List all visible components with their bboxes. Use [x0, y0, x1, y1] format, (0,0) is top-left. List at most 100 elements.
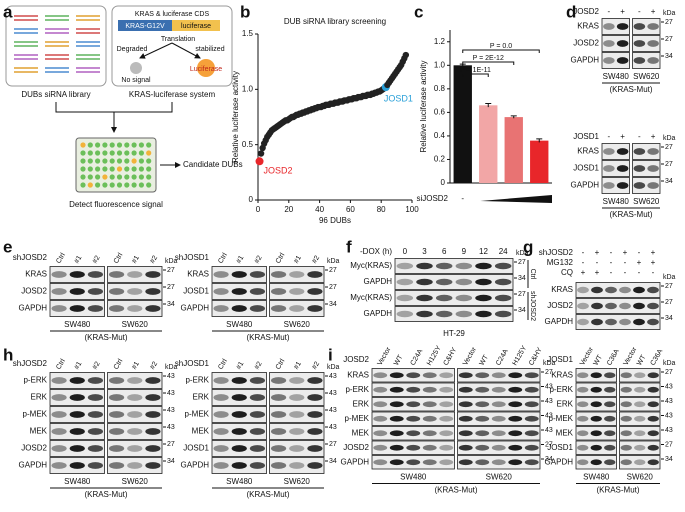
band [145, 288, 161, 295]
band [249, 377, 266, 384]
well [138, 142, 144, 148]
well [109, 174, 115, 180]
band [108, 288, 125, 295]
band [69, 428, 85, 435]
band [475, 444, 490, 451]
lane-label: Vector [462, 346, 478, 367]
kda-marker: 43 [545, 398, 553, 405]
lane-label: - [608, 7, 611, 16]
band [590, 459, 602, 466]
row-label: Myc(KRAS) [350, 293, 392, 302]
band [494, 262, 512, 270]
group-label: SW480 [64, 320, 91, 329]
band [647, 401, 659, 408]
row-label: p-MEK [345, 414, 370, 423]
kda-marker: 43 [329, 407, 337, 414]
blot-header: shJOSD1 [175, 359, 210, 368]
kda-marker: 27 [518, 259, 526, 266]
row-label: p-MEK [23, 410, 48, 419]
kda-marker: 27 [518, 291, 526, 298]
blot-header: shJOSD2 [13, 253, 48, 262]
row-label: p-ERK [185, 376, 209, 385]
row-label: Myc(KRAS) [350, 261, 392, 270]
kda-marker: 34 [329, 458, 337, 465]
band [289, 394, 305, 401]
group-label: SW480 [603, 197, 630, 206]
well [80, 166, 86, 172]
lane-label: C24A [495, 348, 510, 367]
band [603, 40, 615, 47]
row-label: GAPDH [19, 304, 48, 313]
band [647, 415, 659, 422]
row-label: KRAS [187, 270, 209, 279]
condition-value: + [651, 248, 656, 257]
row-label: JOSD1 [183, 287, 209, 296]
blot-strip [575, 282, 661, 298]
band [647, 459, 659, 466]
blot-footer: (KRAS-Mut) [609, 210, 652, 219]
row-label: JOSD2 [547, 301, 573, 310]
kda-marker: 34 [665, 178, 673, 185]
band [619, 318, 631, 326]
x-axis-label: siJOSD2 [416, 194, 448, 203]
row-label: JOSD2 [343, 443, 369, 452]
band [389, 415, 404, 422]
degraded-label: Degraded [117, 46, 148, 53]
well [95, 182, 101, 188]
condition-value: - [624, 258, 627, 267]
kda-header: kDa [327, 258, 340, 265]
band [603, 148, 615, 155]
band [494, 278, 512, 286]
row-label: GAPDH [364, 277, 393, 286]
band [647, 165, 659, 172]
band [591, 286, 603, 294]
blot-strip [632, 160, 661, 177]
well [80, 182, 86, 188]
band [508, 401, 523, 408]
library-label: DUBs siRNA library [21, 90, 90, 99]
band [396, 262, 414, 270]
band [616, 148, 629, 155]
band [524, 430, 539, 437]
well [109, 150, 115, 156]
band [231, 462, 247, 469]
kda-marker: 43 [665, 398, 673, 405]
band [231, 271, 247, 278]
band [619, 302, 631, 310]
blot-strip [394, 274, 514, 290]
band [435, 294, 453, 302]
no-signal-label: No signal [121, 77, 151, 84]
row-label: GAPDH [571, 56, 600, 65]
band [616, 40, 629, 47]
panel-label: b [240, 2, 250, 21]
band [289, 305, 305, 312]
panel-label: c [414, 2, 423, 21]
well [124, 166, 130, 172]
band [389, 430, 404, 437]
row-label: GAPDH [545, 317, 574, 326]
kda-marker: 34 [167, 301, 175, 308]
x-tick-label: 0 [256, 205, 261, 214]
well [138, 150, 144, 156]
kda-marker: 27 [167, 284, 175, 291]
well [102, 158, 108, 164]
band [108, 428, 125, 435]
condition-value: - [638, 268, 641, 277]
band [458, 401, 473, 408]
band [422, 415, 437, 422]
band [475, 294, 492, 302]
kda-marker: 43 [665, 427, 673, 434]
band [389, 372, 404, 379]
band [307, 394, 323, 401]
band [455, 294, 473, 302]
band [620, 401, 632, 408]
panel-label: f [346, 237, 352, 256]
row-label: KRAS [25, 270, 47, 279]
chart-title: DUB siRNA library screening [284, 17, 386, 26]
kda-marker: 27 [665, 283, 673, 290]
band [249, 411, 266, 418]
luciferase-dot [197, 59, 215, 77]
row-label: GAPDH [181, 304, 210, 313]
band [51, 462, 67, 469]
y-tick-label: 0.8 [434, 84, 446, 93]
